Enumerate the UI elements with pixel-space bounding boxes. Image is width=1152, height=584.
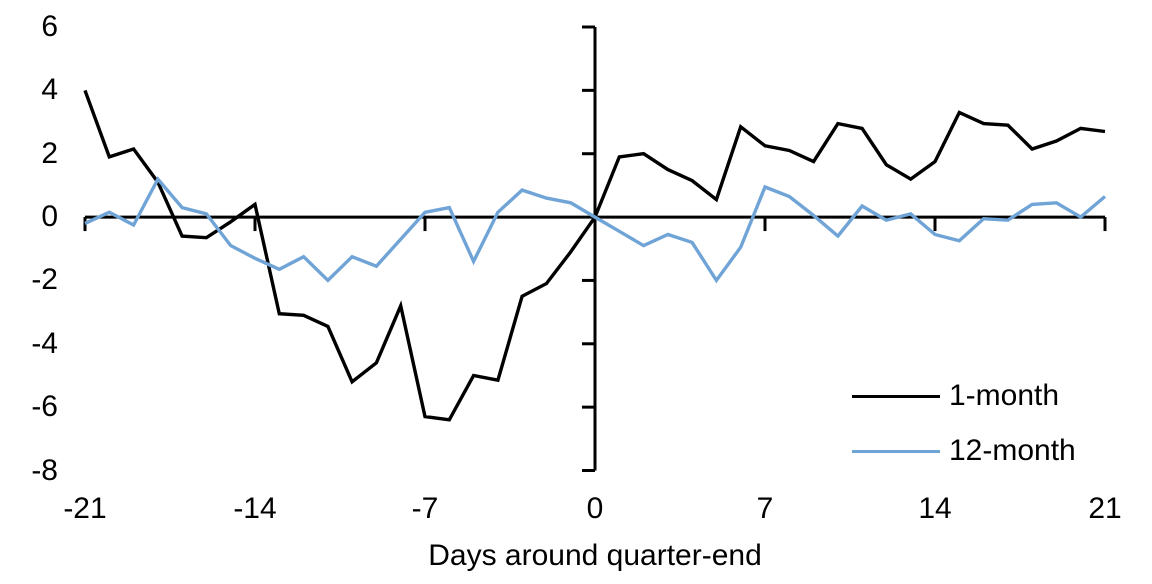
legend-label: 1-month: [949, 379, 1060, 412]
x-tick-label: -21: [63, 492, 107, 525]
x-tick-label: 0: [586, 492, 604, 525]
legend-label: 12-month: [949, 434, 1076, 467]
x-tick-label: -14: [233, 492, 277, 525]
x-tick-label: 21: [1088, 492, 1122, 525]
y-tick-label: 2: [41, 136, 58, 170]
legend-item: 1-month: [852, 378, 1059, 414]
x-axis-title: Days around quarter-end: [428, 539, 762, 572]
y-tick-label: -6: [31, 390, 58, 424]
y-tick-label: -2: [31, 263, 58, 297]
y-tick-label: 4: [41, 73, 58, 107]
legend-line-swatch: [852, 449, 940, 453]
y-tick-label: -4: [31, 326, 58, 360]
series-line-12-month: [84, 176, 1107, 284]
x-tick-label: -7: [411, 492, 439, 525]
y-tick-label: -8: [31, 453, 58, 487]
y-tick-label: 6: [41, 10, 58, 43]
x-tick-label: 7: [756, 492, 774, 525]
legend-line-swatch: [852, 394, 940, 398]
legend-item: 12-month: [852, 433, 1076, 469]
y-tick-label: 0: [41, 200, 58, 234]
x-tick-label: 14: [918, 492, 952, 525]
